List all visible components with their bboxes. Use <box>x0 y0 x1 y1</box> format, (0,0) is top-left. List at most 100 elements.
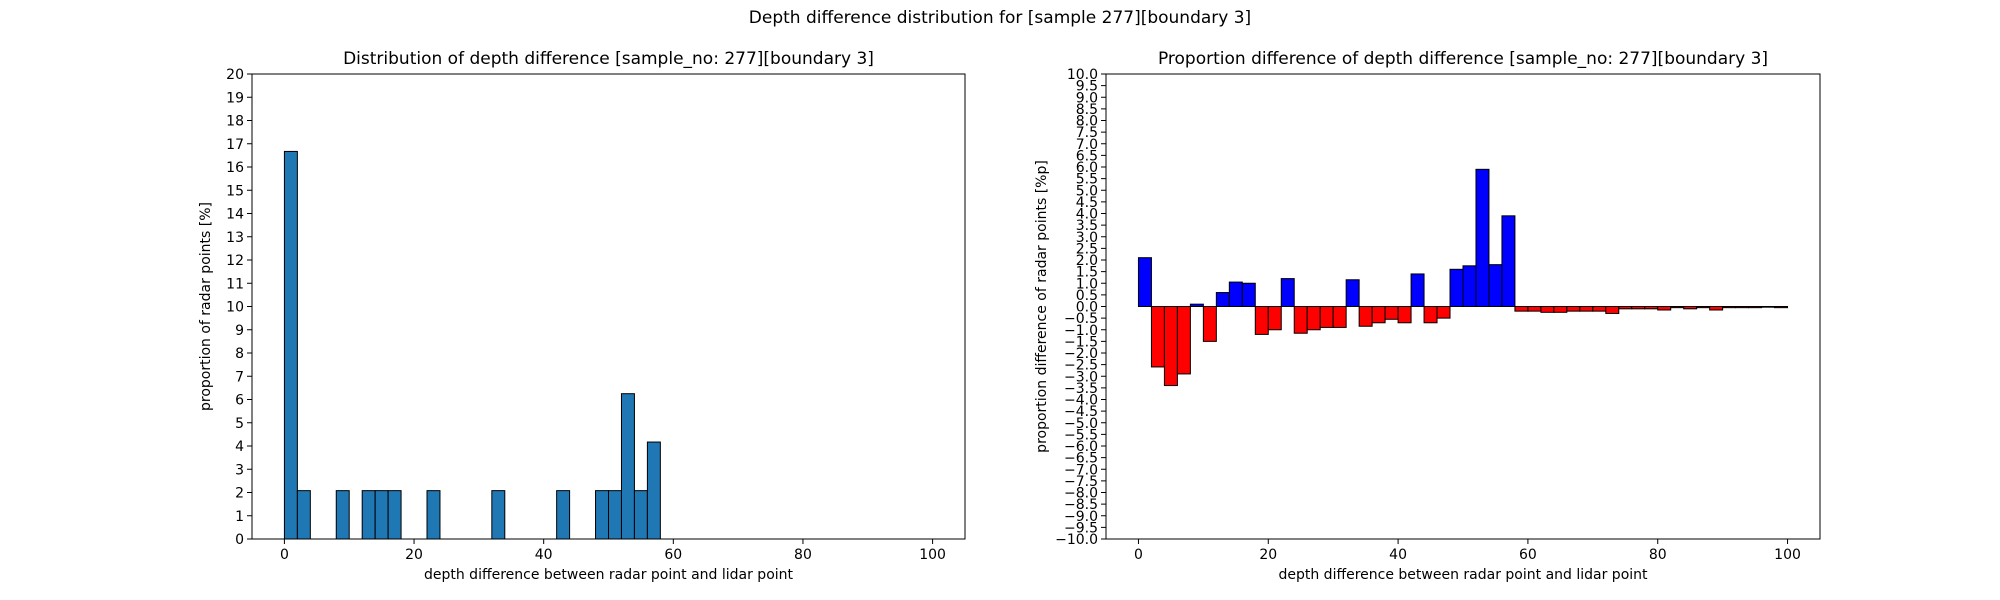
chart-proportion-difference-bar <box>1631 306 1646 310</box>
chart-proportion-difference-y-tick-label: −7.5 <box>1064 474 1098 490</box>
chart-proportion-difference-bar <box>1436 306 1451 319</box>
chart-proportion-difference-y-tick-label: −10.0 <box>1055 532 1098 548</box>
chart-proportion-difference-y-tick-label: −4.0 <box>1064 393 1098 409</box>
chart-proportion-difference-bar <box>1163 306 1178 387</box>
chart-distribution-x-tick-label: 80 <box>794 547 812 563</box>
chart-proportion-difference-x-tick-label: 20 <box>1259 547 1277 563</box>
chart-distribution-bars <box>283 150 661 540</box>
chart-distribution-x-tick-label: 100 <box>919 547 946 563</box>
chart-proportion-difference-y-tick-label: 3.5 <box>1076 218 1098 234</box>
chart-distribution-y-tick-label: 6 <box>235 393 244 409</box>
chart-proportion-difference-bar <box>1319 306 1334 328</box>
chart-proportion-difference-bar <box>1202 306 1217 342</box>
chart-proportion-difference-bar <box>1410 273 1425 308</box>
chart-proportion-difference-y-tick-label: 0.5 <box>1076 288 1098 304</box>
chart-distribution-ylabel: proportion of radar points [%] <box>198 202 214 411</box>
chart-proportion-difference-y-tick-label: −1.5 <box>1064 334 1098 350</box>
chart-proportion-difference-bar <box>1215 292 1230 307</box>
chart-proportion-difference-bar <box>1462 265 1477 307</box>
chart-proportion-difference-y-tick-label: 9.0 <box>1076 90 1098 106</box>
chart-distribution-bar <box>374 490 389 540</box>
chart-proportion-difference-y-tick-label: 2.5 <box>1076 241 1098 257</box>
chart-proportion-difference-y-tick-label: 9.5 <box>1076 79 1098 95</box>
chart-distribution-y-tick-label: 8 <box>235 346 244 362</box>
chart-proportion-difference-x-tick-label: 60 <box>1519 547 1537 563</box>
chart-proportion-difference-y-tick-label: 4.5 <box>1076 195 1098 211</box>
chart-distribution-x-tick-label: 20 <box>405 547 423 563</box>
chart-proportion-difference-bar <box>1189 303 1204 307</box>
chart-distribution-axes-frame <box>251 73 966 540</box>
chart-proportion-difference-y-tick-label: −1.0 <box>1064 323 1098 339</box>
chart-distribution-x-tick-label: 40 <box>535 547 553 563</box>
chart-proportion-difference-y-tick-label: 8.5 <box>1076 102 1098 118</box>
chart-proportion-difference-bar <box>1228 281 1243 307</box>
chart-proportion-difference-y-tick-label: 5.5 <box>1076 172 1098 188</box>
chart-proportion-difference-x-tick-label: 0 <box>1134 547 1143 563</box>
chart-distribution-y-tick-label: 5 <box>235 416 244 432</box>
chart-proportion-difference-y-ticks: 10.09.59.08.58.07.57.06.56.05.55.04.54.0… <box>1055 67 1106 548</box>
chart-distribution-x-tick-label: 0 <box>280 547 289 563</box>
chart-proportion-difference-bar <box>1553 306 1568 313</box>
chart-proportion-difference-bar <box>1670 306 1685 309</box>
chart-proportion-difference-y-tick-label: −6.0 <box>1064 439 1098 455</box>
chart-proportion-difference-bar <box>1540 306 1555 313</box>
chart-proportion-difference-bar <box>1774 306 1789 309</box>
chart-distribution-y-tick-label: 12 <box>226 253 244 269</box>
chart-proportion-difference-bar <box>1397 306 1412 324</box>
chart-proportion-difference-bar <box>1696 306 1711 309</box>
chart-distribution-y-tick-label: 2 <box>235 486 244 502</box>
chart-distribution-bar <box>646 441 661 540</box>
chart-proportion-difference-y-tick-label: −4.5 <box>1064 404 1098 420</box>
chart-proportion-difference-bar <box>1280 278 1295 308</box>
chart-distribution-y-tick-label: 18 <box>226 114 244 130</box>
chart-proportion-difference-bar <box>1150 306 1165 368</box>
chart-proportion-difference-bar <box>1384 306 1399 320</box>
chart-proportion-difference-y-tick-label: 7.0 <box>1076 137 1098 153</box>
chart-proportion-difference-y-tick-label: 1.5 <box>1076 265 1098 281</box>
chart-distribution-y-tick-label: 10 <box>226 300 244 316</box>
chart-distribution-bar <box>595 490 610 540</box>
chart-proportion-difference-y-tick-label: 10.0 <box>1067 67 1098 83</box>
chart-proportion-difference-bar <box>1371 306 1386 324</box>
chart-proportion-difference-y-tick-label: −6.5 <box>1064 451 1098 467</box>
chart-proportion-difference-y-tick-label: −0.5 <box>1064 311 1098 327</box>
chart-proportion-difference-x-ticks: 0 20 40 60 80 100 <box>1134 539 1801 563</box>
chart-distribution-bar <box>633 490 648 540</box>
chart-proportion-difference-bar <box>1176 306 1191 375</box>
chart-proportion-difference: Proportion difference of depth differenc… <box>1034 49 1821 583</box>
chart-proportion-difference-y-tick-label: 6.0 <box>1076 160 1098 176</box>
chart-proportion-difference-bar <box>1683 306 1698 310</box>
chart-proportion-difference-x-tick-label: 80 <box>1649 547 1667 563</box>
chart-proportion-difference-bar <box>1592 306 1607 312</box>
chart-proportion-difference-bar <box>1735 306 1750 309</box>
chart-proportion-difference-bar <box>1332 306 1347 328</box>
chart-proportion-difference-y-tick-label: 1.0 <box>1076 276 1098 292</box>
chart-proportion-difference-y-tick-label: 8.0 <box>1076 114 1098 130</box>
chart-proportion-difference-y-tick-label: 3.0 <box>1076 230 1098 246</box>
chart-proportion-difference-y-tick-label: −9.0 <box>1064 509 1098 525</box>
chart-distribution-y-tick-label: 11 <box>226 276 244 292</box>
chart-distribution-x-ticks: 0 20 40 60 80 100 <box>280 539 946 563</box>
chart-proportion-difference-y-tick-label: −8.0 <box>1064 486 1098 502</box>
chart-proportion-difference-y-tick-label: 0.0 <box>1076 300 1098 316</box>
chart-proportion-difference-y-tick-label: 5.0 <box>1076 183 1098 199</box>
chart-proportion-difference-y-tick-label: −5.0 <box>1064 416 1098 432</box>
chart-distribution: Distribution of depth difference [sample… <box>198 49 966 583</box>
chart-distribution-y-tick-label: 19 <box>226 90 244 106</box>
chart-proportion-difference-bar <box>1241 282 1256 307</box>
chart-distribution-bar <box>620 393 635 540</box>
chart-distribution-bar <box>335 490 350 540</box>
chart-proportion-difference-y-tick-label: 2.0 <box>1076 253 1098 269</box>
chart-distribution-bar <box>387 490 402 540</box>
figure-suptitle: Depth difference distribution for [sampl… <box>748 8 1252 28</box>
chart-proportion-difference-y-tick-label: 4.0 <box>1076 207 1098 223</box>
chart-proportion-difference-bar <box>1566 306 1581 312</box>
chart-distribution-x-tick-label: 60 <box>664 547 682 563</box>
chart-proportion-difference-y-tick-label: −7.0 <box>1064 462 1098 478</box>
chart-distribution-y-tick-label: 16 <box>226 160 244 176</box>
chart-distribution-bar <box>491 490 506 540</box>
chart-proportion-difference-bar <box>1137 257 1152 307</box>
chart-proportion-difference-x-tick-label: 40 <box>1389 547 1407 563</box>
chart-proportion-difference-bar <box>1293 306 1308 334</box>
